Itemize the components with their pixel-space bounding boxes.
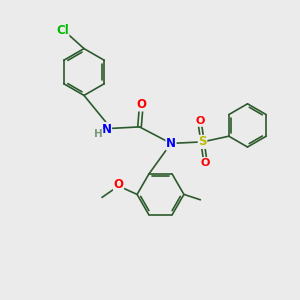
Text: N: N [166, 137, 176, 150]
Text: O: O [200, 158, 210, 168]
Text: H: H [94, 129, 103, 140]
Text: S: S [198, 135, 207, 148]
Text: O: O [136, 98, 146, 111]
Text: N: N [101, 122, 112, 136]
Text: Cl: Cl [56, 24, 69, 37]
Text: O: O [113, 178, 124, 191]
Text: O: O [195, 116, 205, 126]
